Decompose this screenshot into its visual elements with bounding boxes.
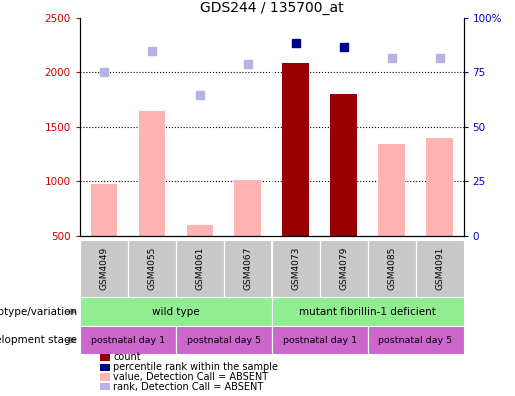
Bar bbox=[80, 240, 128, 297]
Text: count: count bbox=[113, 352, 141, 362]
Bar bbox=[272, 326, 368, 354]
Bar bbox=[320, 240, 368, 297]
Bar bbox=[80, 326, 176, 354]
Point bbox=[196, 92, 204, 99]
Text: GSM4055: GSM4055 bbox=[147, 247, 156, 290]
Bar bbox=[224, 240, 272, 297]
Text: postnatal day 5: postnatal day 5 bbox=[186, 336, 261, 345]
Point bbox=[339, 44, 348, 50]
Text: value, Detection Call = ABSENT: value, Detection Call = ABSENT bbox=[113, 372, 268, 382]
Text: GSM4049: GSM4049 bbox=[99, 247, 108, 290]
Text: percentile rank within the sample: percentile rank within the sample bbox=[113, 362, 278, 372]
Bar bbox=[139, 110, 165, 236]
Point bbox=[100, 69, 108, 76]
Text: mutant fibrillin-1 deficient: mutant fibrillin-1 deficient bbox=[299, 307, 436, 317]
Point bbox=[435, 55, 443, 61]
Bar bbox=[416, 240, 464, 297]
Bar bbox=[176, 326, 272, 354]
Bar bbox=[234, 180, 261, 236]
Text: GSM4073: GSM4073 bbox=[291, 247, 300, 290]
Text: postnatal day 1: postnatal day 1 bbox=[91, 336, 165, 345]
Text: wild type: wild type bbox=[152, 307, 199, 317]
Bar bbox=[128, 240, 176, 297]
Bar bbox=[91, 184, 117, 236]
Bar bbox=[368, 326, 464, 354]
Text: development stage: development stage bbox=[0, 335, 77, 345]
Bar bbox=[186, 225, 213, 236]
Bar bbox=[379, 144, 405, 236]
Bar bbox=[368, 240, 416, 297]
Bar bbox=[176, 240, 224, 297]
Point bbox=[244, 61, 252, 67]
Text: GSM4067: GSM4067 bbox=[243, 247, 252, 290]
Text: postnatal day 1: postnatal day 1 bbox=[283, 336, 357, 345]
Point bbox=[291, 40, 300, 46]
Text: rank, Detection Call = ABSENT: rank, Detection Call = ABSENT bbox=[113, 382, 264, 392]
Bar bbox=[331, 94, 357, 236]
Title: GDS244 / 135700_at: GDS244 / 135700_at bbox=[200, 2, 344, 15]
Text: postnatal day 5: postnatal day 5 bbox=[379, 336, 453, 345]
Text: GSM4061: GSM4061 bbox=[195, 247, 204, 290]
Text: genotype/variation: genotype/variation bbox=[0, 307, 77, 317]
Bar bbox=[282, 63, 309, 236]
Bar bbox=[80, 297, 272, 326]
Text: GSM4085: GSM4085 bbox=[387, 247, 396, 290]
Bar bbox=[272, 240, 320, 297]
Bar bbox=[272, 297, 464, 326]
Point bbox=[387, 55, 396, 61]
Point bbox=[148, 48, 156, 54]
Text: GSM4079: GSM4079 bbox=[339, 247, 348, 290]
Text: GSM4091: GSM4091 bbox=[435, 247, 444, 290]
Bar bbox=[426, 138, 453, 236]
